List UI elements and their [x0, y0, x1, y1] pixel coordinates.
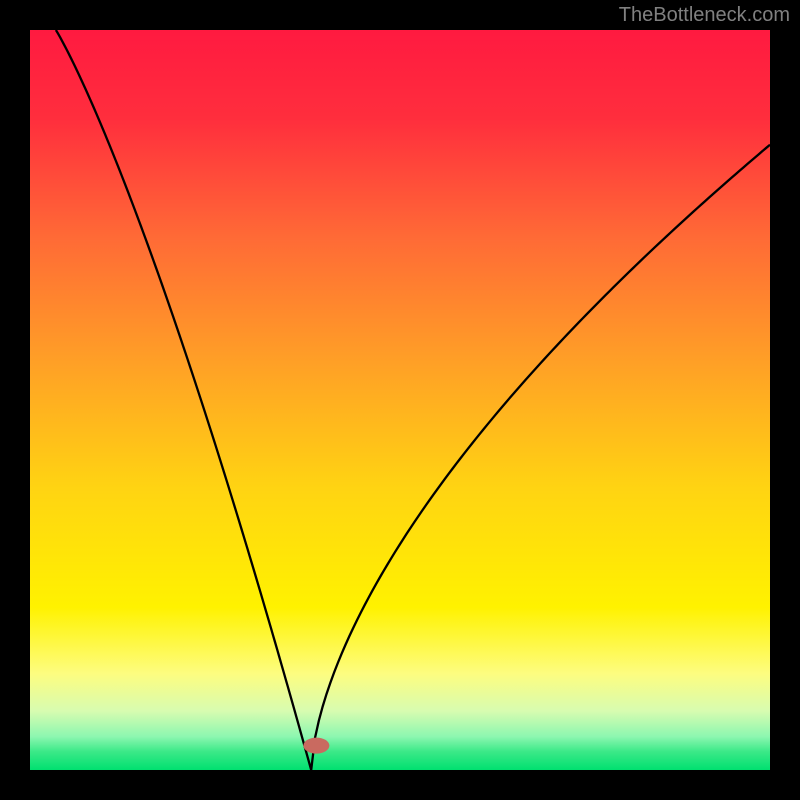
plot-background — [30, 30, 770, 770]
optimal-point-marker — [303, 738, 329, 754]
attribution-label: TheBottleneck.com — [619, 4, 790, 27]
bottleneck-chart — [0, 0, 800, 800]
chart-container: TheBottleneck.com — [0, 0, 800, 800]
